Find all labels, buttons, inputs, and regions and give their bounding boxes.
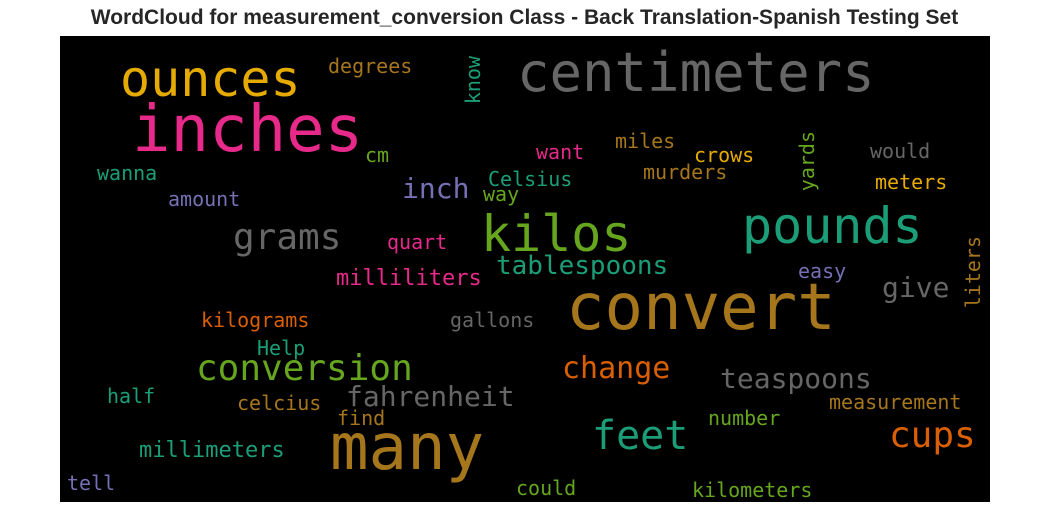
word-celsius: Celsius — [488, 167, 573, 191]
word-find: find — [337, 406, 386, 430]
word-would: would — [870, 139, 931, 163]
word-many: many — [330, 411, 485, 485]
chart-title: WordCloud for measurement_conversion Cla… — [90, 6, 959, 29]
word-convert: convert — [566, 271, 836, 345]
word-change: change — [562, 351, 671, 386]
word-could: could — [516, 476, 577, 500]
word-pounds: pounds — [742, 197, 923, 255]
word-kilos: kilos — [481, 205, 632, 263]
word-murders: murders — [643, 160, 728, 184]
word-cups: cups — [889, 415, 976, 456]
word-ounces: ounces — [120, 50, 301, 108]
word-kilograms: kilograms — [201, 308, 310, 332]
word-easy: easy — [798, 259, 847, 283]
word-teaspoons: teaspoons — [720, 362, 872, 395]
word-measurement: measurement — [829, 390, 962, 414]
word-help: Help — [257, 336, 306, 360]
word-degrees: degrees — [328, 54, 413, 78]
word-half: half — [107, 384, 156, 408]
word-conversion: conversion — [196, 348, 413, 389]
word-know: know — [461, 56, 485, 105]
word-give: give — [882, 271, 950, 304]
word-tell: tell — [67, 471, 116, 495]
word-quart: quart — [387, 230, 448, 254]
word-crows: crows — [694, 143, 755, 167]
word-celcius: celcius — [237, 391, 322, 415]
word-cloud: ounces centimeters degrees know inches miles y… — [60, 36, 990, 502]
word-want: want — [536, 140, 585, 164]
word-milliliters: milliliters — [336, 266, 482, 291]
word-tablespoons: tablespoons — [496, 251, 669, 281]
word-gallons: gallons — [450, 308, 535, 332]
word-meters: meters — [875, 170, 948, 194]
word-cm: cm — [365, 143, 390, 167]
word-number: number — [708, 406, 781, 430]
word-way: way — [483, 182, 520, 206]
word-millimeters: millimeters — [139, 438, 285, 463]
word-yards: yards — [795, 131, 819, 192]
word-miles: miles — [615, 129, 676, 153]
word-inch: inch — [402, 172, 470, 205]
word-amount: amount — [168, 187, 241, 211]
word-grams: grams — [233, 217, 342, 258]
word-inches: inches — [132, 93, 364, 167]
word-liters: liters — [961, 236, 985, 309]
word-wanna: wanna — [97, 161, 158, 185]
word-fahrenheit: fahrenheit — [346, 380, 515, 413]
word-centimeters: centimeters — [517, 41, 875, 104]
word-feet: feet — [592, 413, 689, 459]
word-kilometers: kilometers — [692, 478, 813, 502]
